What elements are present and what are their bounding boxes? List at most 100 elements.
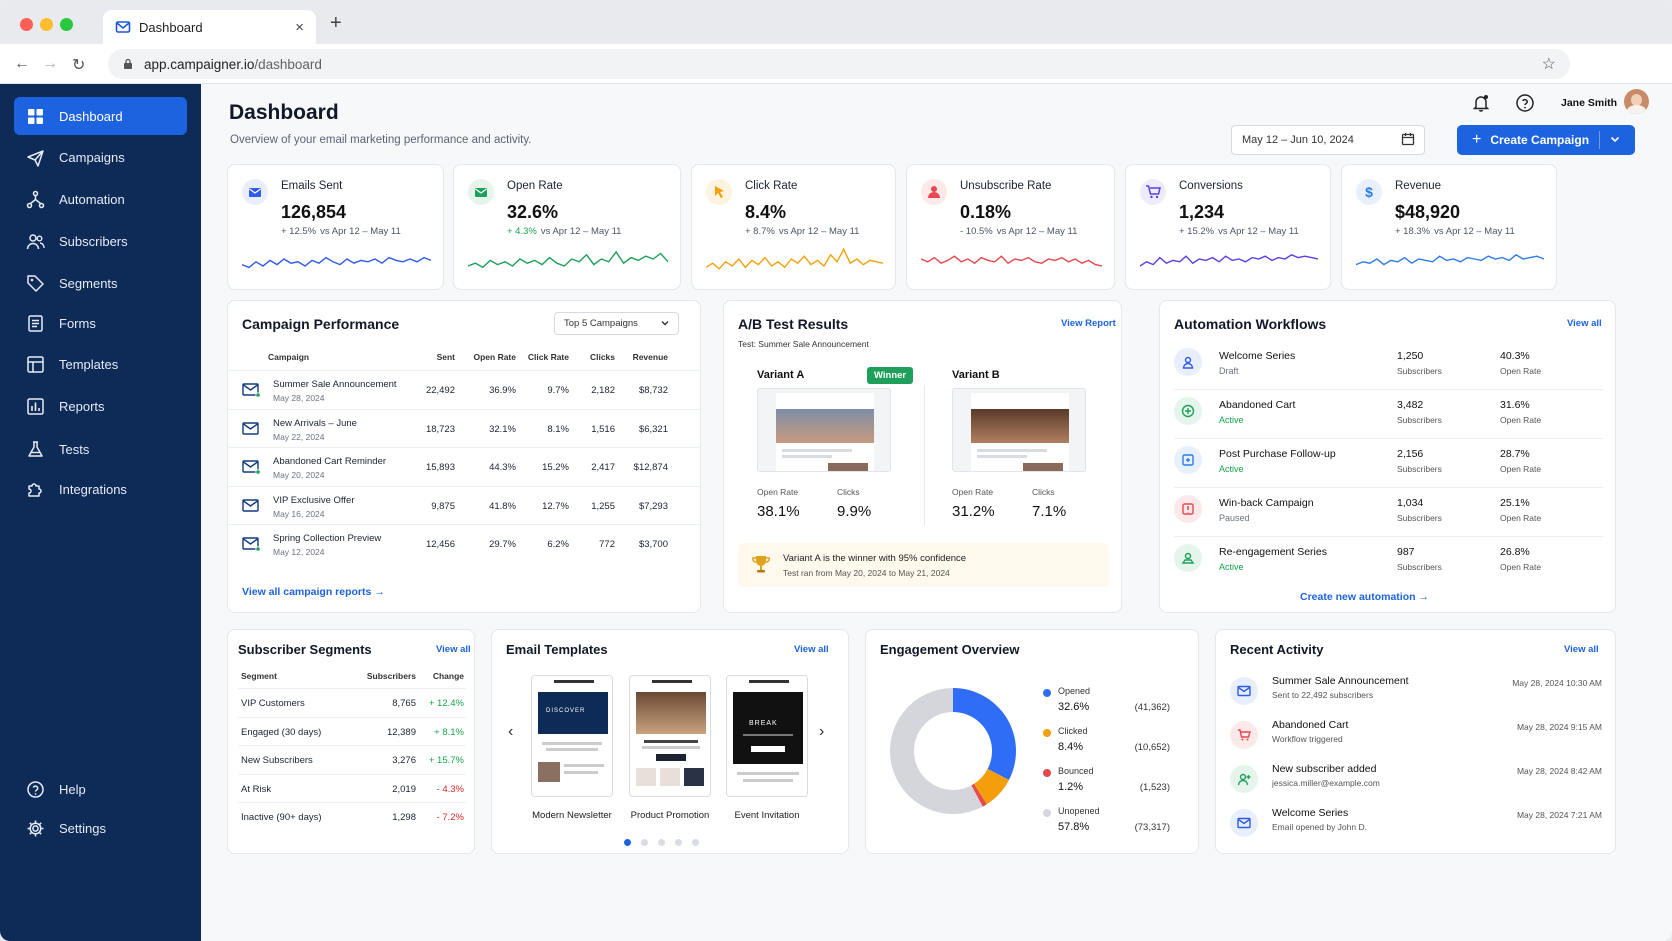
back-icon[interactable]: ← (14, 55, 30, 72)
table-row[interactable]: VIP Exclusive Offer May 16, 2024 9,875 41.8… (228, 485, 700, 524)
activity-item[interactable]: New subscriber added jessica.miller@examp… (1230, 761, 1602, 805)
carousel-dot[interactable] (641, 839, 648, 846)
template-thumbnail[interactable]: DISCOVER (531, 675, 613, 797)
column-header[interactable]: Campaign (268, 352, 310, 362)
segments-view-all-link[interactable]: View all (436, 644, 471, 655)
donut-slice-bounced[interactable] (971, 783, 987, 807)
sidebar-item-segments[interactable]: Segments (14, 264, 187, 302)
kpi-card[interactable]: Open Rate 32.6% + 4.3% vs Apr 12 – May 11 (453, 164, 681, 290)
sidebar-item-reports[interactable]: Reports (14, 387, 187, 425)
activity-view-all-link[interactable]: View all (1564, 644, 1599, 655)
legend-dot (1043, 689, 1051, 697)
new-tab-icon[interactable]: + (330, 12, 342, 34)
kpi-card[interactable]: Emails Sent 126,854 + 12.5% vs Apr 12 – May… (227, 164, 444, 290)
carousel-dot[interactable] (675, 839, 682, 846)
table-row[interactable]: Abandoned Cart Reminder May 20, 2024 15,89… (228, 447, 700, 485)
user-name[interactable]: Jane Smith (1561, 97, 1618, 109)
workflow-name: Welcome Series (1219, 350, 1296, 362)
segment-row[interactable]: New Subscribers 3,276 + 15.7% (238, 745, 466, 773)
table-row[interactable]: Spring Collection Preview May 12, 2024 12,… (228, 524, 700, 562)
table-row[interactable]: Summer Sale Announcement May 28, 2024 22,4… (228, 370, 700, 408)
variant-email-preview[interactable] (952, 388, 1086, 472)
templates-view-all-link[interactable]: View all (794, 644, 829, 655)
close-window-dot[interactable] (20, 18, 33, 31)
column-header[interactable]: Open Rate (473, 352, 516, 362)
sidebar-item-campaigns[interactable]: Campaigns (14, 138, 187, 176)
column-header[interactable]: Sent (436, 352, 455, 362)
sidebar-item-label: Integrations (59, 481, 127, 497)
column-header[interactable]: Revenue (632, 352, 668, 362)
create-new-automation-link[interactable]: Create new automation → (1300, 591, 1429, 603)
sidebar-item-dashboard[interactable]: Dashboard (14, 97, 187, 135)
column-header[interactable]: Click Rate (527, 352, 569, 362)
clipboard-icon (1174, 446, 1202, 474)
workflow-row[interactable]: Re-engagement Series Active 987 Subscribers… (1174, 537, 1603, 586)
campaign-name[interactable]: Abandoned Cart Reminder (273, 456, 387, 467)
notification-bell-icon[interactable] (1471, 93, 1491, 118)
campaign-name[interactable]: New Arrivals – June (273, 417, 357, 429)
sidebar-item-tests[interactable]: Tests (14, 430, 187, 468)
kpi-card[interactable]: Click Rate 8.4% + 8.7% vs Apr 12 – May 11 (691, 164, 896, 290)
workflow-row[interactable]: Post Purchase Follow-up Active 2,156 Subscr… (1174, 439, 1603, 488)
workflow-row[interactable]: Win-back Campaign Paused 1,034 Subscribers 2… (1174, 488, 1603, 537)
kpi-card[interactable]: Conversions 1,234 + 15.2% vs Apr 12 – May 1… (1125, 164, 1331, 290)
workflow-row[interactable]: Welcome Series Draft 1,250 Subscribers 40.3%… (1174, 341, 1603, 390)
create-campaign-button[interactable]: + Create Campaign (1457, 125, 1635, 155)
view-report-link[interactable]: View Report (1061, 318, 1116, 329)
template-thumbnail[interactable]: BREAK (726, 675, 808, 797)
sidebar-item-integrations[interactable]: Integrations (14, 470, 187, 508)
url-field[interactable]: app.campaigner.io/dashboard ☆ (108, 49, 1570, 79)
segment-row[interactable]: Engaged (30 days) 12,389 + 8.1% (238, 716, 466, 745)
column-header[interactable]: Clicks (589, 352, 615, 362)
minimize-window-dot[interactable] (40, 18, 53, 31)
chevron-down-icon[interactable] (1608, 132, 1622, 149)
bookmark-star-icon[interactable]: ☆ (1541, 56, 1556, 73)
workflow-row[interactable]: Abandoned Cart Active 3,482 Subscribers 31.6… (1174, 390, 1603, 439)
activity-item[interactable]: Abandoned Cart Workflow triggered May 28, … (1230, 717, 1602, 761)
chevron-left-icon[interactable]: ‹ (508, 723, 514, 740)
close-tab-icon[interactable]: × (295, 18, 304, 36)
donut-slice-unopened[interactable] (890, 688, 983, 814)
view-all-campaign-reports-link[interactable]: View all campaign reports → (242, 586, 385, 598)
kpi-card[interactable]: Unsubscribe Rate 0.18% - 10.5% vs Apr 12 – … (906, 164, 1115, 290)
table-row[interactable]: New Arrivals – June May 22, 2024 18,723 32.… (228, 408, 700, 447)
campaign-name[interactable]: VIP Exclusive Offer (273, 494, 355, 506)
calendar-icon (1401, 132, 1415, 149)
variant-click-label: Clicks (837, 487, 860, 497)
help-circle-icon[interactable] (1515, 93, 1535, 118)
top-campaigns-select[interactable]: Top 5 Campaigns (554, 312, 679, 335)
ab-test-card: A/B Test Results View Report Test: Summe… (723, 300, 1122, 613)
carousel-dot[interactable] (658, 839, 665, 846)
campaign-name[interactable]: Spring Collection Preview (273, 533, 382, 544)
avatar[interactable] (1624, 89, 1649, 114)
sidebar-item-subscribers[interactable]: Subscribers (14, 222, 187, 260)
activity-item[interactable]: Welcome Series Email opened by John D. May… (1230, 805, 1602, 849)
kpi-label: Click Rate (745, 180, 798, 192)
sidebar-item-templates[interactable]: Templates (14, 345, 187, 383)
segment-row[interactable]: VIP Customers 8,765 + 12.4% (238, 688, 466, 716)
campaign-name[interactable]: Summer Sale Announcement (273, 379, 397, 390)
reload-icon[interactable]: ↻ (72, 57, 86, 74)
variant-email-preview[interactable] (757, 388, 891, 472)
activity-item[interactable]: Summer Sale Announcement Sent to 22,492 s… (1230, 673, 1602, 717)
carousel-dot[interactable] (692, 839, 699, 846)
segment-row[interactable]: At Risk 2,019 - 4.3% (238, 773, 466, 802)
engagement-title: Engagement Overview (880, 642, 1020, 657)
carousel-dot[interactable] (624, 839, 631, 846)
sidebar-item-automation[interactable]: Automation (14, 180, 187, 218)
forward-icon[interactable]: → (42, 55, 58, 72)
chevron-right-icon[interactable]: › (819, 723, 825, 740)
segment-row[interactable]: Inactive (90+ days) 1,298 - 7.2% (238, 802, 466, 830)
maximize-window-dot[interactable] (60, 18, 73, 31)
sidebar-item-help[interactable]: Help (14, 770, 187, 808)
kpi-card[interactable]: $ Revenue $48,920 + 18.3% vs Apr 12 – May 11 (1341, 164, 1557, 290)
automation-view-all-link[interactable]: View all (1567, 318, 1602, 329)
sidebar-item-forms[interactable]: Forms (14, 304, 187, 342)
donut-slice-clicked[interactable] (973, 768, 1009, 805)
donut-slice-opened[interactable] (953, 688, 1016, 780)
browser-tab[interactable]: Dashboard × (103, 10, 316, 44)
variant-click-rate: 9.9% (837, 503, 872, 520)
template-thumbnail[interactable] (629, 675, 711, 797)
sidebar-item-settings[interactable]: Settings (14, 809, 187, 847)
date-range-picker[interactable]: May 12 – Jun 10, 2024 (1231, 125, 1425, 155)
